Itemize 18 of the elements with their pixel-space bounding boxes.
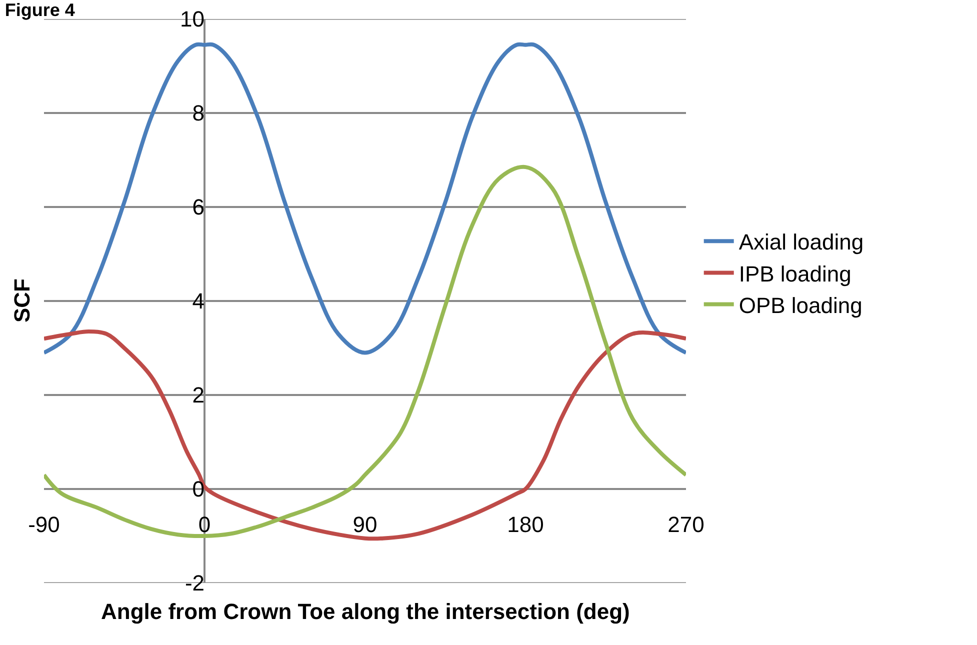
y-tick-label: 2 bbox=[192, 382, 204, 408]
x-tick-label: 270 bbox=[668, 512, 704, 537]
y-tick-label: 6 bbox=[192, 194, 204, 220]
legend-label: Axial loading bbox=[738, 230, 864, 255]
x-tick-label: -90 bbox=[28, 512, 60, 537]
y-axis-title: SCF bbox=[10, 278, 35, 323]
y-tick-label: 4 bbox=[192, 288, 204, 314]
legend-label: OPB loading bbox=[738, 292, 862, 318]
x-tick-label: 180 bbox=[507, 512, 544, 537]
y-tick-label: 0 bbox=[192, 476, 204, 502]
y-tick-label: -2 bbox=[184, 570, 204, 596]
legend-label: IPB loading bbox=[738, 261, 852, 286]
chart-title: Figure 4 bbox=[4, 0, 75, 20]
x-axis-title: Angle from Crown Toe along the intersection (deg) bbox=[101, 599, 630, 624]
line-series bbox=[44, 42, 686, 355]
y-tick-label: 10 bbox=[180, 6, 204, 32]
y-tick-label: 8 bbox=[192, 100, 204, 126]
x-tick-label: 90 bbox=[352, 512, 378, 537]
